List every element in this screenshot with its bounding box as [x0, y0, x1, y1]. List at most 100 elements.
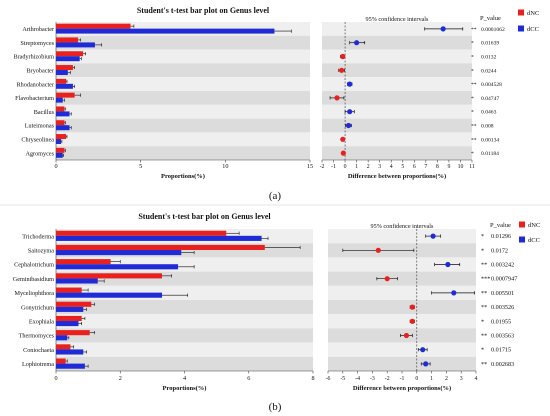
- category-label: Rhodanobacter: [17, 81, 54, 88]
- ci-point: [340, 53, 346, 60]
- ci-title: 95% confidence intervals: [371, 223, 434, 230]
- ci-point: [354, 40, 360, 46]
- bar-dnc: [56, 273, 163, 279]
- bar-dnc: [56, 244, 265, 251]
- pvalue-text: 0.004528: [481, 82, 502, 88]
- panel-label: (b): [269, 401, 282, 413]
- legend-swatch-dcc: [519, 236, 525, 243]
- ci-point: [340, 136, 346, 142]
- pvalue-stars: *: [481, 318, 484, 325]
- pvalue-text: 0.0132: [481, 55, 497, 61]
- chart-title: Student's t-test bar plot on Genus level: [137, 6, 270, 15]
- bar-dnc: [56, 78, 67, 84]
- ci-point: [345, 122, 352, 129]
- ci-x-tick-label: 2: [367, 164, 370, 170]
- bar-dcc: [56, 28, 275, 34]
- category-label: Streptomyces: [20, 40, 54, 47]
- bar-x-tick-label: 5: [139, 163, 142, 170]
- bar-dcc: [56, 83, 73, 89]
- category-label: Geminibasidium: [13, 276, 54, 283]
- bar-dnc: [56, 92, 75, 98]
- pvalue-text: 0.00134: [481, 137, 499, 143]
- category-label: Saitozyma: [28, 248, 54, 255]
- ci-x-tick-label: -5: [340, 376, 345, 382]
- pvalue-text: 0.005501: [491, 290, 514, 297]
- pvalue-stars: *: [481, 233, 484, 240]
- bar-dcc: [56, 363, 85, 369]
- bar-dcc: [56, 70, 68, 75]
- legend-label-dcc: dCC: [527, 26, 539, 33]
- ci-point: [403, 332, 410, 339]
- bar-dcc: [56, 125, 70, 131]
- pvalue-text: 0.0463: [481, 110, 497, 116]
- category-label: Exophiala: [29, 319, 54, 326]
- ci-x-tick-label: 1: [430, 376, 433, 382]
- bar-dnc: [56, 358, 66, 364]
- ci-x-tick-label: 0: [415, 376, 418, 382]
- ci-point: [430, 233, 436, 239]
- bar-dnc: [56, 134, 67, 140]
- bar-row-stripe: [56, 132, 310, 147]
- chart-title: Student's t-test bar plot on Genus level: [138, 212, 271, 221]
- pvalue-stars: *: [471, 110, 474, 116]
- ci-row-stripe: [322, 49, 472, 64]
- ci-row-stripe: [328, 271, 476, 286]
- bar-dnc: [56, 65, 73, 71]
- bar-dnc: [56, 330, 90, 336]
- ci-row-stripe: [322, 104, 472, 119]
- bar-x-tick-label: 10: [222, 163, 228, 170]
- pvalue-header: P_value: [480, 15, 501, 22]
- pvalue-stars: *: [481, 247, 484, 254]
- bar-row-stripe: [56, 118, 310, 133]
- ci-x-tick-label: -4: [355, 376, 360, 382]
- chart-panel-b: Student's t-test bar plot on Genus level…: [13, 212, 541, 413]
- category-label: Luteimonas: [25, 123, 55, 130]
- ci-point: [445, 261, 451, 268]
- ci-point: [347, 81, 353, 87]
- ci-row-stripe: [328, 356, 476, 371]
- bar-dcc: [56, 56, 80, 62]
- bar-x-tick-label: 2: [119, 375, 122, 382]
- ci-point: [339, 67, 345, 73]
- pvalue-stars: *: [481, 347, 484, 354]
- ci-x-tick-label: -1: [400, 376, 405, 382]
- ci-x-tick-label: 6: [413, 164, 416, 170]
- pvalue-text: 0.01639: [481, 41, 499, 47]
- bar-dcc: [56, 97, 63, 103]
- ci-x-tick-label: 1: [355, 164, 358, 170]
- bar-row-stripe: [56, 77, 310, 91]
- bar-dnc: [56, 230, 227, 236]
- ci-row-stripe: [322, 146, 472, 160]
- legend-swatch-dnc: [518, 9, 524, 16]
- bar-dnc: [56, 287, 82, 293]
- ci-point: [409, 318, 415, 324]
- pvalue-stars: ***: [481, 276, 490, 283]
- bar-row-stripe: [56, 63, 310, 78]
- ci-x-tick-label: 10: [458, 164, 464, 170]
- ci-row-stripe: [328, 314, 476, 329]
- bar-row-stripe: [56, 342, 313, 357]
- ci-row-stripe: [328, 342, 476, 357]
- ci-x-tick-label: 3: [378, 164, 381, 170]
- category-label: Cephalotrichum: [14, 262, 54, 269]
- legend-label-dcc: dCC: [528, 237, 540, 244]
- ci-row-stripe: [322, 132, 472, 147]
- ci-x-label: Difference between proportions(%): [348, 173, 446, 180]
- ci-x-tick-label: 4: [390, 164, 393, 170]
- bar-dnc: [56, 259, 111, 265]
- bar-dnc: [56, 315, 82, 322]
- bar-dnc: [56, 106, 65, 112]
- pvalue-stars: *: [471, 151, 474, 157]
- category-label: Coniochaeta: [23, 347, 54, 354]
- ci-x-tick-label: 0: [344, 164, 347, 170]
- bar-dnc: [56, 147, 65, 153]
- ci-x-tick-label: 2: [445, 376, 448, 382]
- ci-x-tick-label: 5: [401, 164, 404, 170]
- category-label: Chryseolinea: [21, 137, 54, 144]
- ci-row-stripe: [322, 77, 472, 91]
- pvalue-stars: **: [481, 304, 487, 311]
- pvalue-text: 0.008: [481, 124, 494, 130]
- legend-swatch-dnc: [519, 221, 525, 228]
- bar-dcc: [56, 306, 84, 312]
- ci-row-stripe: [322, 35, 472, 50]
